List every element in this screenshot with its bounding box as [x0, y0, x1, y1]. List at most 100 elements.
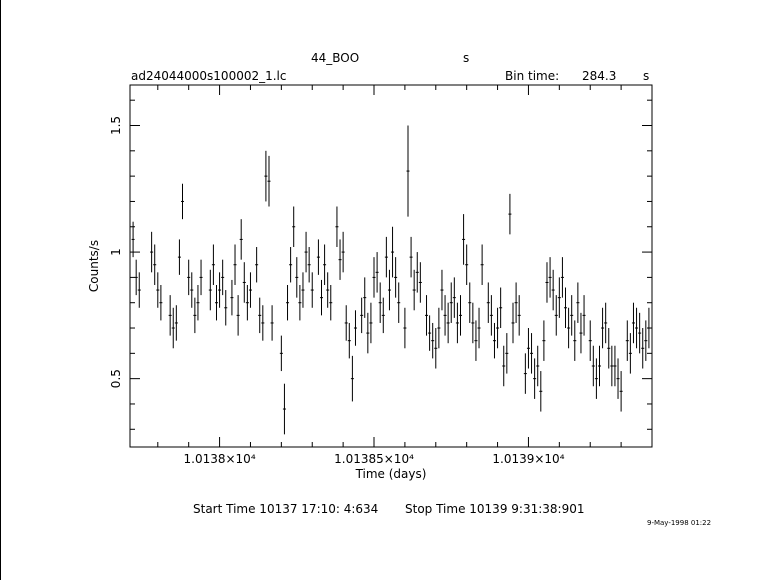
- data-point: [329, 284, 333, 321]
- data-point: [455, 302, 459, 344]
- data-point: [156, 272, 160, 308]
- data-point: [245, 284, 249, 321]
- data-point: [523, 353, 527, 394]
- data-point: [196, 284, 200, 321]
- file-name: ad24044000s100002_1.lc: [131, 69, 287, 83]
- data-point: [480, 244, 484, 285]
- data-point: [573, 320, 577, 361]
- data-point: [582, 295, 586, 336]
- data-point: [230, 279, 234, 316]
- data-point: [412, 269, 416, 311]
- data-point: [310, 272, 314, 308]
- data-point: [474, 320, 478, 361]
- data-point: [631, 302, 635, 344]
- data-point: [181, 183, 185, 220]
- data-point: [548, 257, 552, 298]
- data-point: [625, 320, 629, 361]
- data-point: [465, 244, 469, 285]
- data-point: [270, 305, 274, 341]
- bin-time-unit: s: [643, 69, 650, 83]
- data-point: [366, 312, 370, 354]
- data-point: [409, 236, 413, 278]
- data-point: [434, 328, 438, 369]
- data-point: [338, 239, 342, 280]
- data-point: [369, 302, 373, 344]
- data-point: [199, 259, 203, 296]
- date-stamp: 9-May-1998 01:22: [647, 519, 712, 527]
- data-point: [594, 358, 598, 399]
- data-point: [298, 284, 302, 321]
- y-axis-label: Counts/s: [87, 240, 101, 292]
- data-point: [440, 269, 444, 311]
- data-point: [174, 305, 178, 341]
- data-point: [239, 219, 243, 260]
- data-point: [255, 247, 259, 283]
- data-point: [551, 269, 555, 311]
- data-point: [258, 297, 262, 334]
- data-point: [193, 297, 197, 334]
- data-point: [567, 307, 571, 349]
- data-point: [224, 290, 228, 326]
- data-point: [471, 302, 475, 344]
- data-point: [530, 333, 534, 374]
- data-point: [425, 295, 429, 336]
- data-point: [579, 312, 583, 354]
- data-point: [134, 259, 138, 296]
- data-point: [360, 297, 364, 334]
- data-point: [347, 322, 351, 359]
- data-point: [647, 307, 651, 349]
- data-point: [641, 328, 645, 369]
- data-point: [236, 295, 240, 336]
- y-tick-label: 1: [109, 248, 123, 256]
- data-point: [604, 302, 608, 344]
- data-point: [153, 244, 157, 285]
- data-point: [458, 295, 462, 336]
- data-point: [443, 295, 447, 336]
- data-point: [613, 345, 617, 387]
- data-point: [545, 262, 549, 303]
- data-point: [301, 272, 305, 308]
- data-point: [446, 302, 450, 344]
- data-point: [560, 257, 564, 298]
- left-window-edge: [0, 0, 1, 580]
- data-point: [508, 193, 512, 235]
- data-point: [499, 287, 503, 329]
- data-point: [418, 262, 422, 303]
- data-point: [168, 295, 172, 336]
- data-point: [214, 284, 218, 321]
- data-point: [533, 358, 537, 399]
- data-point: [177, 239, 181, 275]
- data-point: [363, 277, 367, 318]
- data-point: [496, 307, 500, 349]
- data-point: [431, 322, 435, 359]
- data-point: [323, 244, 327, 285]
- data-point: [477, 307, 481, 349]
- data-point: [638, 312, 642, 354]
- data-point: [381, 297, 385, 334]
- data-point: [353, 310, 357, 346]
- x-tick-label: 1.01385×10⁴: [334, 452, 414, 466]
- data-point: [221, 259, 225, 296]
- data-point: [341, 231, 345, 273]
- data-point: [616, 358, 620, 399]
- data-point: [542, 320, 546, 361]
- data-point: [326, 272, 330, 308]
- data-point: [282, 383, 286, 435]
- data-point: [372, 257, 376, 298]
- data-point: [644, 320, 648, 361]
- data-point: [591, 345, 595, 387]
- top-unit: s: [463, 51, 470, 65]
- y-tick-label: 0.5: [109, 369, 123, 388]
- data-point: [391, 226, 395, 278]
- data-point: [492, 322, 496, 359]
- data-point: [554, 295, 558, 336]
- data-point: [320, 279, 324, 316]
- plot-frame: [129, 84, 653, 448]
- data-point: [449, 282, 453, 323]
- data-point: [403, 307, 407, 349]
- data-point: [619, 371, 623, 412]
- data-point: [610, 345, 614, 387]
- data-point: [242, 262, 246, 303]
- object-name: 44_BOO: [311, 51, 360, 65]
- data-point: [131, 221, 135, 258]
